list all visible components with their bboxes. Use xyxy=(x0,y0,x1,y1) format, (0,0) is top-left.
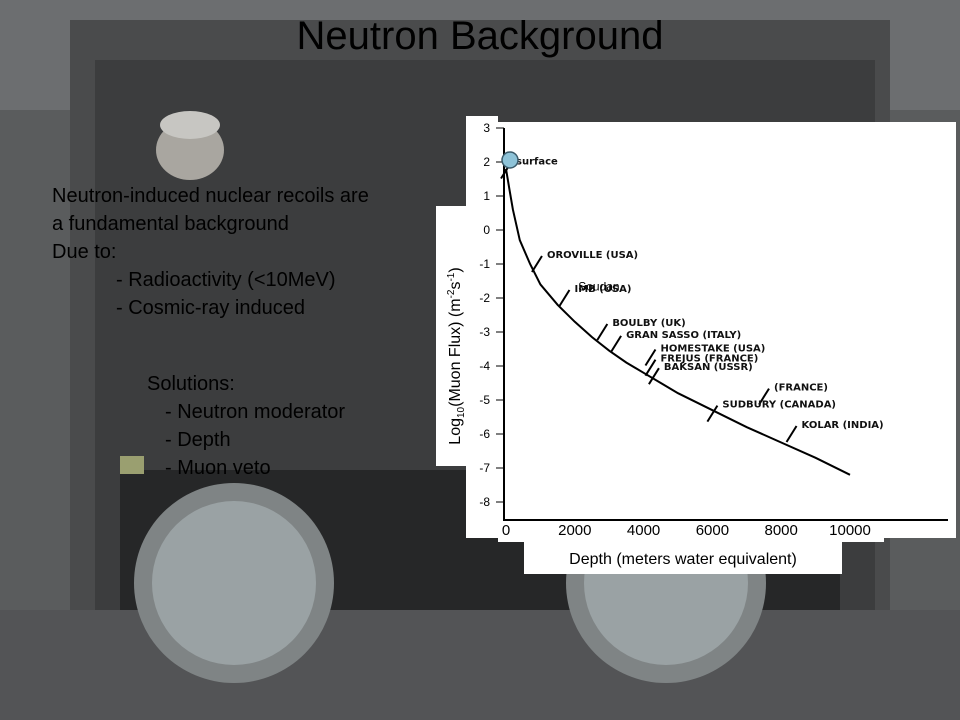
y-label-pre: Log xyxy=(447,418,464,445)
x-tick-group: 0 2000 4000 6000 8000 10000 xyxy=(502,522,871,539)
site-label: (FRANCE) xyxy=(774,383,828,394)
flux-curve xyxy=(505,168,851,476)
site-mark xyxy=(531,255,543,273)
x-label-panel xyxy=(524,542,842,574)
y-tick-label: -3 xyxy=(479,325,490,339)
bullet-line: a fundamental background xyxy=(52,213,289,235)
slide-title: Neutron Background xyxy=(296,14,664,58)
site-mark xyxy=(596,323,609,341)
y-tick-label: 3 xyxy=(483,121,490,135)
site-mark xyxy=(644,359,657,377)
solutions-heading: Solutions: xyxy=(147,373,235,395)
site-label: surface xyxy=(516,157,558,168)
plot-panel xyxy=(498,122,956,538)
x-axis-label: Depth (meters water equivalent) xyxy=(569,551,797,568)
site-label: BAKSAN (USSR) xyxy=(664,362,753,373)
bullet-line: - Cosmic-ray induced xyxy=(116,297,305,319)
y-tick-label: 2 xyxy=(483,155,490,169)
y-label-panel xyxy=(436,206,466,466)
site-label: FREJUS (FRANCE) xyxy=(660,354,758,365)
y-tick-label: -8 xyxy=(479,495,490,509)
y-label-mid: (Muon Flux) (m xyxy=(447,298,464,406)
y-label-post: ) xyxy=(447,267,464,272)
x-tick-label: 0 xyxy=(502,522,510,539)
soudan-marker xyxy=(501,151,519,169)
site-label: KOLAR (INDIA) xyxy=(802,420,884,431)
site-label: OROVILLE (USA) xyxy=(547,250,638,261)
bullet-line: - Radioactivity (<10MeV) xyxy=(116,269,336,291)
solution-item: - Neutron moderator xyxy=(165,401,346,423)
site-mark xyxy=(706,405,719,423)
y-tick-panel xyxy=(466,116,498,538)
site-label: GRAN SASSO (ITALY) xyxy=(626,330,741,341)
y-label-sub: 10 xyxy=(456,406,467,418)
y-tick-label: -1 xyxy=(479,257,490,271)
solutions-list: Solutions: - Neutron moderator - Depth -… xyxy=(147,370,407,482)
y-tick-label: 1 xyxy=(483,189,490,203)
y-label-sup2: -1 xyxy=(446,272,457,281)
site-mark xyxy=(610,335,622,353)
y-tick-label: -4 xyxy=(479,359,490,373)
y-label-sup1: -2 xyxy=(446,289,457,298)
site-mark xyxy=(644,348,657,367)
x-tick-label: 2000 xyxy=(558,522,591,539)
site-mark xyxy=(648,367,660,385)
y-label-mid2: s xyxy=(447,282,464,290)
site-marks-group: surface OROVILLE (USA) IMB (USA) BOULBY (UK… xyxy=(500,157,884,443)
site-label: BOULBY (UK) xyxy=(612,318,685,329)
y-tick-label: -6 xyxy=(479,427,490,441)
y-axis-label: Log10(Muon Flux) (m-2s-1) xyxy=(446,267,467,444)
site-mark xyxy=(785,425,798,443)
bullet-line: Due to: xyxy=(52,241,117,263)
site-mark xyxy=(758,388,770,406)
soudan-label: Soudan xyxy=(578,280,619,294)
flux-curve-group xyxy=(505,168,851,476)
solution-item: - Muon veto xyxy=(165,457,271,479)
site-mark xyxy=(558,289,571,307)
y-tick-label: -2 xyxy=(479,291,490,305)
x-tick-label: 4000 xyxy=(627,522,660,539)
y-tick-label: -5 xyxy=(479,393,490,407)
bullet-line: Neutron-induced nuclear recoils are xyxy=(52,185,369,207)
site-label: SUDBURY (CANADA) xyxy=(722,400,836,411)
bullet-list: Neutron-induced nuclear recoils are a fu… xyxy=(52,182,442,322)
site-label: IMB (USA) xyxy=(574,284,631,295)
y-tick-label: -7 xyxy=(479,461,490,475)
x-tick-label: 6000 xyxy=(696,522,729,539)
site-label: HOMESTAKE (USA) xyxy=(660,344,765,355)
solution-item: - Depth xyxy=(165,429,231,451)
x-tick-label: 8000 xyxy=(765,522,798,539)
x-tick-label: 10000 xyxy=(829,522,871,539)
y-tick-label: 0 xyxy=(483,223,490,237)
axis-lines xyxy=(503,128,948,521)
y-tick-group: 3 2 1 0 -1 -2 -3 -4 -5 -6 -7 -8 xyxy=(479,121,504,509)
